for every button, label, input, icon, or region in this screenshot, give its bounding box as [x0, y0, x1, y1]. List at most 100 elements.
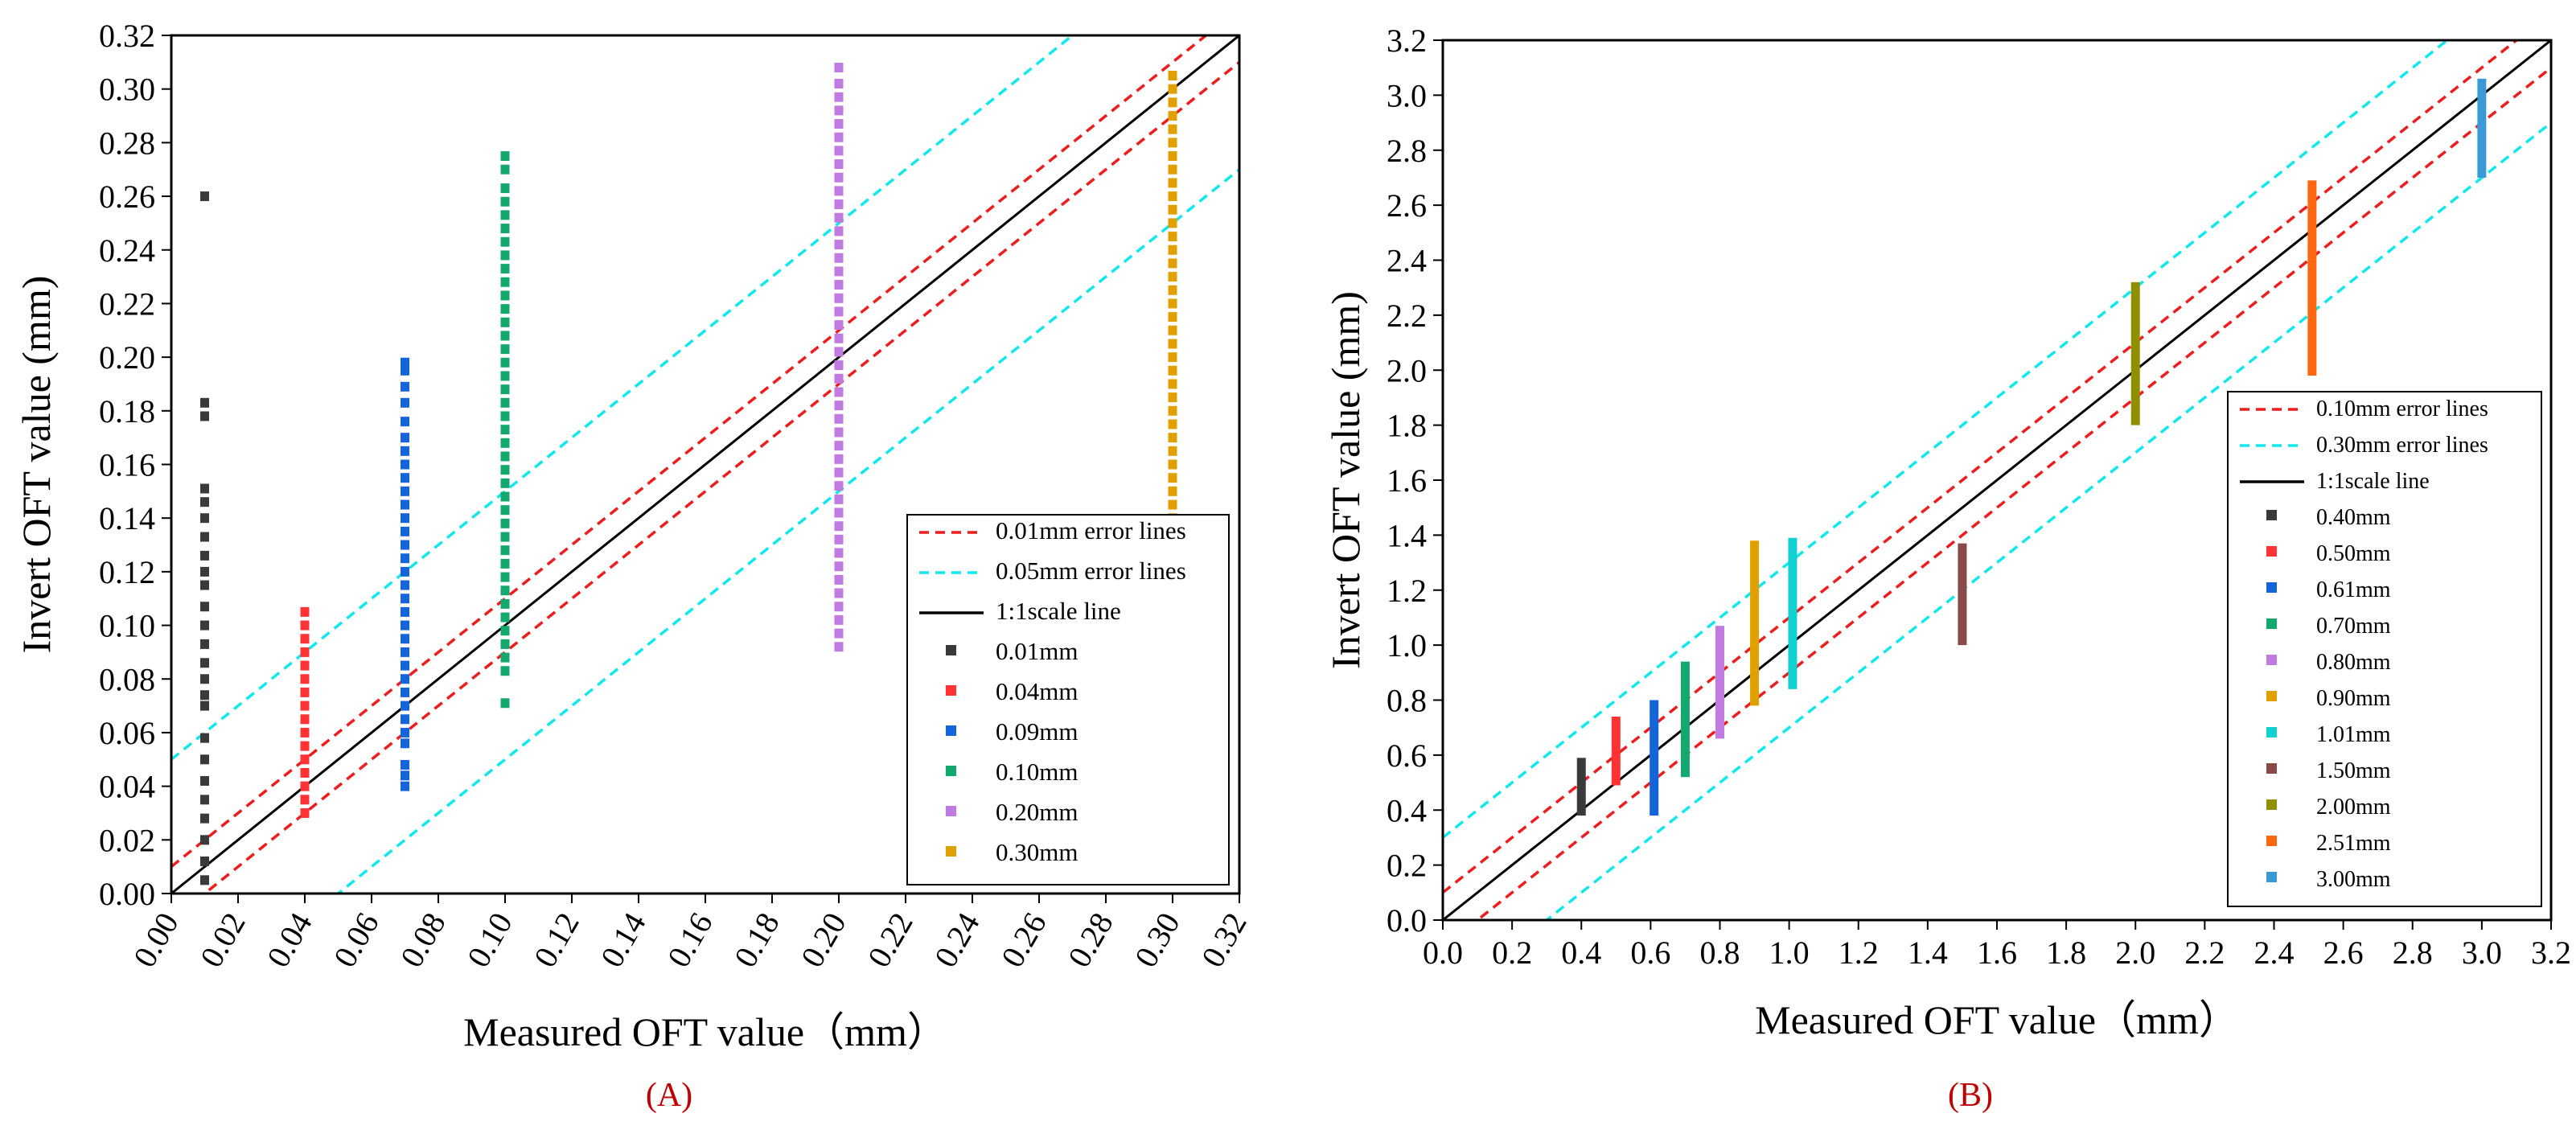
data-point [200, 733, 209, 743]
legend-label: 1.50mm [2316, 758, 2391, 783]
legend-label: 0.50mm [2316, 541, 2391, 566]
x-tick-label: 0.2 [1492, 935, 1532, 971]
data-point [500, 290, 510, 301]
data-point [200, 701, 209, 711]
data-point [401, 446, 409, 456]
y-tick-label: 0.20 [99, 339, 155, 376]
x-tick-label: 0.14 [594, 906, 653, 973]
y-tick-label: 0.2 [1387, 848, 1427, 884]
y-tick-label: 1.4 [1387, 517, 1427, 553]
y-axis-label: Invert OFT value (mm) [1323, 291, 1368, 669]
data-point [200, 580, 209, 590]
y-tick-label: 2.8 [1387, 133, 1427, 169]
data-point [834, 79, 844, 89]
x-tick-label: 0.00 [126, 906, 186, 973]
legend-label: 1:1scale line [2316, 469, 2430, 494]
data-point [1168, 325, 1177, 335]
y-tick-label: 1.6 [1387, 462, 1427, 499]
data-point [500, 151, 510, 162]
x-tick-label: 0.06 [327, 906, 386, 973]
legend-label: 0.09mm [996, 717, 1078, 746]
data-point [1168, 352, 1177, 363]
error-line [202, 60, 1239, 894]
data-point [834, 602, 844, 612]
data-point [200, 620, 209, 631]
x-tick-label: 2.8 [2393, 935, 2433, 971]
y-tick-label: 0.04 [99, 769, 155, 805]
data-point [300, 727, 310, 738]
legend-marker [946, 685, 956, 696]
data-point [500, 397, 510, 408]
data-point [500, 264, 510, 274]
y-tick-label: 0.12 [99, 554, 155, 590]
legend-label: 1.01mm [2316, 722, 2391, 747]
data-point [500, 411, 510, 421]
x-tick-label: 0.08 [393, 906, 453, 973]
y-tick-label: 1.0 [1387, 627, 1427, 664]
x-tick-label: 1.0 [1769, 935, 1810, 971]
data-point [300, 674, 310, 684]
data-point [500, 425, 510, 435]
data-point [200, 550, 209, 561]
data-point [1168, 433, 1177, 443]
data-point [834, 360, 844, 371]
y-tick-label: 2.4 [1387, 243, 1427, 279]
legend-label: 0.01mm error lines [996, 516, 1186, 544]
data-point [834, 521, 844, 532]
data-point [200, 397, 209, 408]
y-tick-label: 0.4 [1387, 792, 1427, 828]
data-point [834, 574, 844, 585]
data-point [300, 741, 310, 751]
data-point [500, 505, 510, 516]
data-point [401, 770, 409, 781]
legend-label: 2.51mm [2316, 831, 2391, 856]
legend-marker [946, 725, 956, 736]
data-point [300, 634, 310, 644]
data-point [834, 293, 844, 303]
x-tick-label: 2.6 [2323, 935, 2364, 971]
data-point [500, 491, 510, 502]
data-point [200, 795, 209, 805]
data-point [834, 614, 844, 625]
data-point [500, 698, 510, 709]
data-point [834, 266, 844, 277]
data-point [500, 598, 510, 609]
legend-label: 3.00mm [2316, 867, 2391, 892]
data-point [1168, 191, 1177, 202]
data-point [834, 481, 844, 491]
data-point [834, 467, 844, 478]
data-point [500, 666, 510, 676]
data-point [300, 714, 310, 725]
data-point [200, 658, 209, 668]
legend-marker [946, 766, 956, 776]
y-tick-label: 0.14 [99, 500, 155, 536]
x-tick-label: 0.8 [1700, 935, 1740, 971]
x-tick-label: 0.16 [660, 906, 720, 973]
data-point [401, 594, 409, 604]
data-point [200, 856, 209, 866]
legend-label: 0.01mm [996, 637, 1078, 665]
error-line [1544, 121, 2551, 920]
data-point [200, 754, 209, 765]
data-point [1168, 218, 1177, 228]
error-line [1475, 66, 2551, 920]
data-point [1168, 486, 1177, 496]
y-tick-label: 0.06 [99, 715, 155, 751]
y-axis-label: Invert OFT value (mm) [14, 276, 59, 654]
data-point [834, 253, 844, 263]
data-point-range [1680, 661, 1690, 778]
data-point [300, 807, 310, 818]
data-point [1168, 84, 1177, 94]
legend-label: 0.05mm error lines [996, 557, 1186, 585]
x-axis-label: Measured OFT value（mm） [463, 1009, 947, 1054]
chart-b: 0.0 0.2 0.4 0.6 0.8 1.0 1.2 1.4 1.6 1.8 2.0 2.2 2.4 2… [1323, 23, 2571, 1114]
data-point [834, 306, 844, 317]
data-point [401, 365, 409, 376]
data-point [834, 387, 844, 397]
x-tick-label: 0.0 [1423, 935, 1463, 971]
data-point [401, 738, 409, 749]
data-point [401, 781, 409, 791]
data-points [1576, 78, 2487, 816]
x-tick-label: 0.18 [727, 906, 787, 973]
data-point [1168, 164, 1177, 175]
